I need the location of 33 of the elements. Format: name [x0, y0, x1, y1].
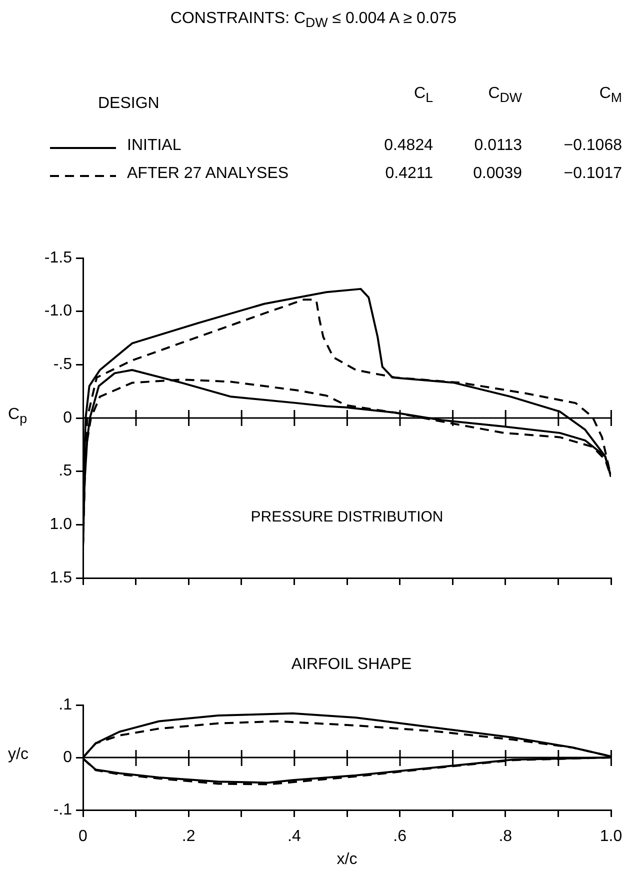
text: C$_{L}$	[413, 85, 433, 106]
x-tick-label: .6	[393, 828, 407, 846]
x-tick-label: .4	[288, 828, 301, 846]
x-axis-title: x/c	[336, 850, 358, 868]
text: 0.4211	[384, 165, 433, 183]
text: −0.1017	[564, 165, 622, 182]
y-tick-label: -1.0	[44, 302, 72, 320]
y-tick-label: .1	[58, 696, 72, 714]
text: C$_{M}$	[599, 85, 622, 106]
y-tick-label: 0	[63, 409, 72, 426]
text: 0.0039	[473, 165, 522, 182]
y-axis-title: C$_{p}$	[8, 406, 27, 426]
chart-title: CONSTRAINTS: C$_{D}$$_{W}$ ≤ 0.004 A ≥ 0.075	[169, 10, 458, 30]
legend-label: INITIAL	[127, 137, 182, 155]
x-tick-label: .2	[182, 828, 196, 846]
text: 0.4824	[383, 137, 433, 155]
legend-label: AFTER 27 ANALYSES	[127, 165, 289, 183]
y-tick-label: -1.5	[44, 249, 72, 266]
x-tick-label: 0	[78, 828, 88, 846]
y-tick-label: .5	[58, 462, 72, 480]
legend-title: DESIGN	[98, 95, 160, 113]
y-tick-label: -.1	[53, 801, 72, 818]
y-axis-title: y/c	[8, 746, 28, 764]
chart-title: AIRFOIL SHAPE	[290, 656, 413, 674]
y-tick-label: 0	[63, 748, 72, 766]
y-tick-label: 1.5	[50, 569, 72, 586]
text: −0.1068	[564, 137, 622, 154]
x-tick-label: 1.0	[600, 828, 622, 846]
y-tick-label: 1.0	[50, 516, 72, 534]
y-tick-label: -.5	[53, 356, 72, 374]
x-tick-label: .8	[498, 828, 512, 846]
text: PRESSURE DISTRIBUTION	[250, 508, 444, 526]
text: 0.0113	[474, 137, 522, 154]
